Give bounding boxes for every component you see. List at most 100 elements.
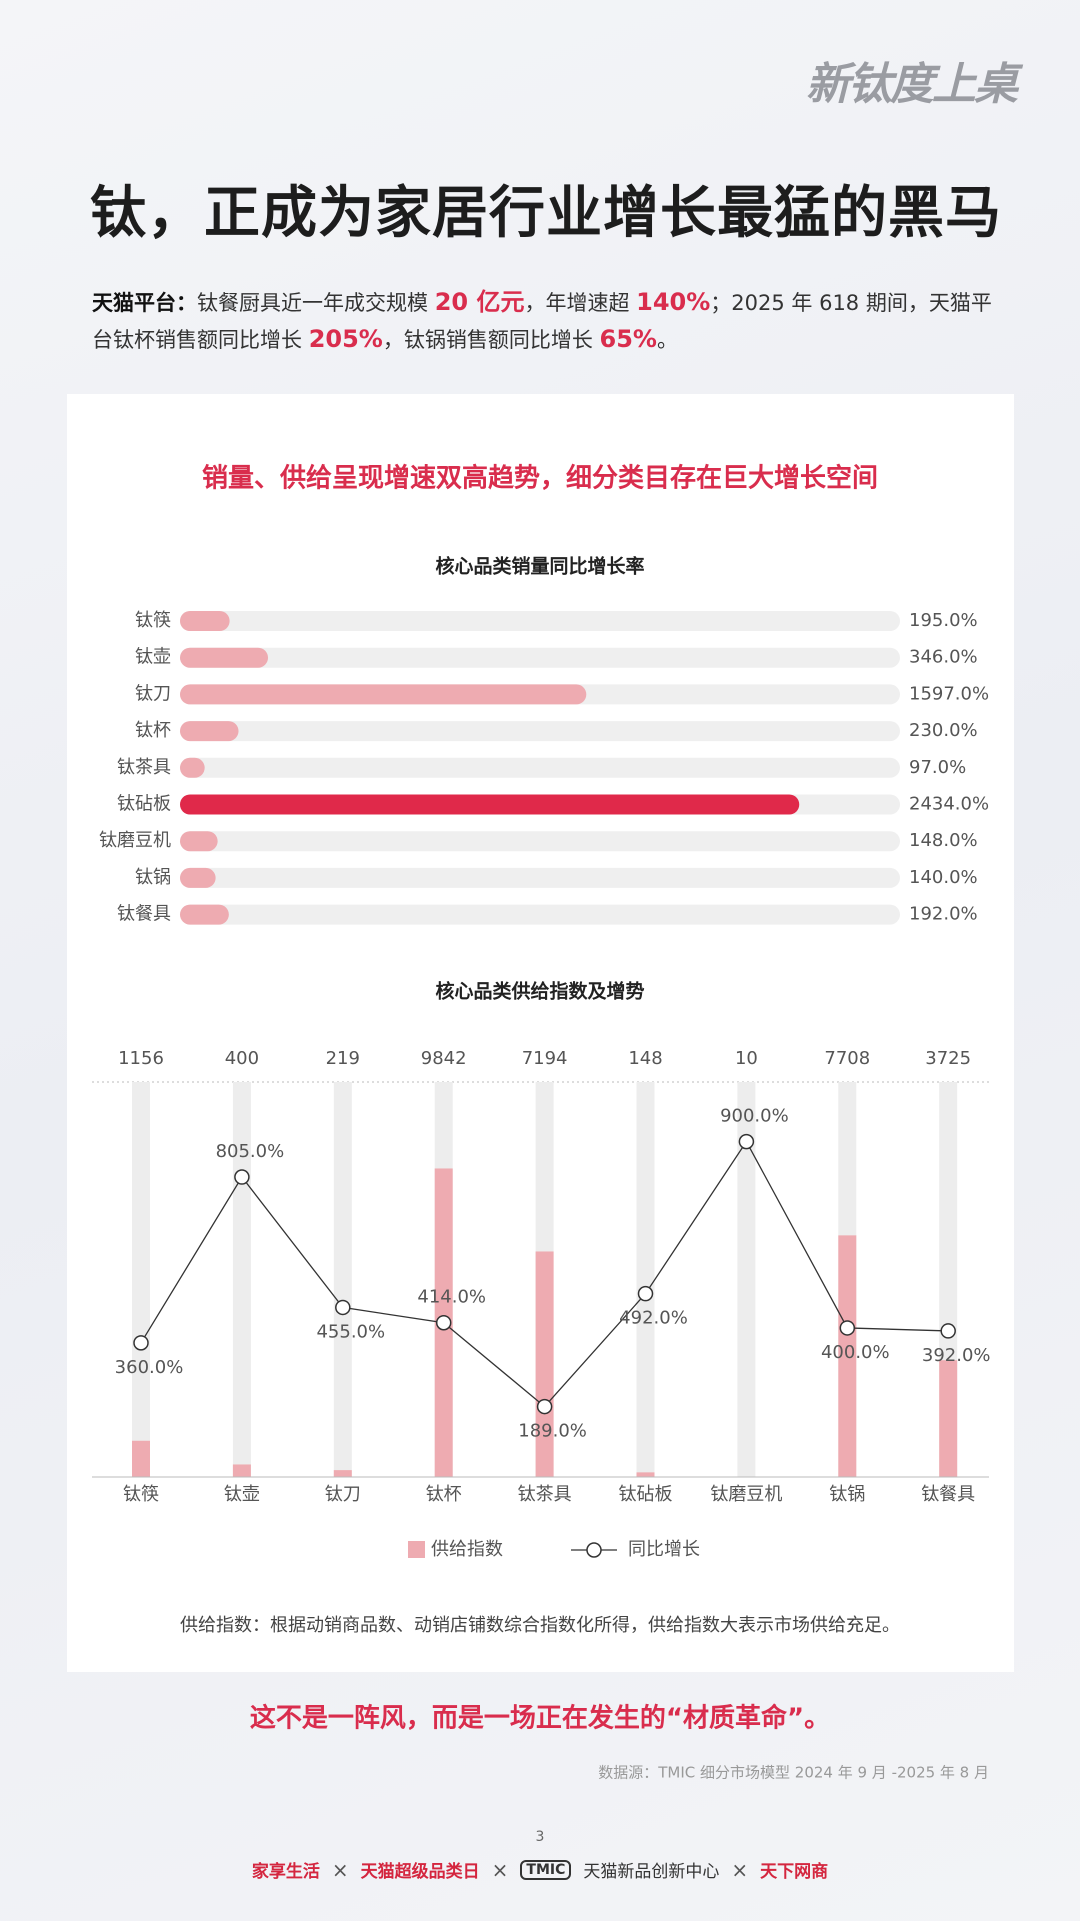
x-tick-label: 钛锅	[829, 1484, 865, 1505]
bar-track	[180, 721, 900, 742]
partner-logo: 家享生活	[251, 1862, 320, 1882]
y-tick-label: 钛砧板	[117, 794, 171, 815]
bar-value-label: 9842	[421, 1048, 467, 1069]
y-tick-label: 钛刀	[135, 683, 171, 704]
legend-swatch	[586, 1542, 602, 1558]
line-point	[335, 1299, 351, 1316]
bar	[180, 831, 218, 852]
partner-logo: 天下网商	[760, 1862, 829, 1882]
bar-value-label: 1156	[118, 1048, 164, 1069]
line-point	[133, 1335, 149, 1351]
line-point	[738, 1133, 755, 1150]
line-value-label: 189.0%	[518, 1421, 587, 1442]
x-tick-label: 钛杯	[426, 1484, 462, 1505]
line-value-label: 400.0%	[821, 1342, 890, 1363]
partner-logo: 天猫超级品类日	[360, 1862, 480, 1882]
value-label: 140.0%	[909, 867, 978, 888]
bar-value-label: 219	[326, 1048, 360, 1069]
intro-segment: 天猫平台：	[92, 291, 197, 315]
bar	[180, 757, 205, 778]
bar	[132, 1440, 150, 1477]
x-tick-label: 钛筷	[123, 1484, 159, 1505]
brand-logo: 新钛度上桌	[806, 59, 1018, 110]
bar-value-label: 7194	[522, 1048, 568, 1069]
bar-value-label: 10	[735, 1048, 758, 1069]
bar	[535, 1251, 554, 1477]
chart-title: 核心品类供给指数及增势	[435, 980, 644, 1003]
bar-value-label: 3725	[925, 1048, 971, 1069]
intro-segment: 。	[656, 328, 678, 352]
x-tick-label: 钛磨豆机	[710, 1484, 782, 1505]
intro-segment: ，钛锅销售额同比增长	[382, 328, 600, 352]
bar-track	[180, 647, 900, 668]
page-number: 3	[536, 1829, 545, 1845]
intro-segment: 钛餐厨具近一年成交规模	[197, 291, 435, 315]
bar-track	[180, 904, 900, 925]
y-tick-label: 钛餐具	[117, 904, 171, 925]
bar-track	[180, 867, 900, 888]
bar	[636, 1472, 655, 1477]
bar	[180, 904, 229, 925]
line-point	[435, 1314, 452, 1331]
bar	[939, 1360, 958, 1477]
bar	[180, 611, 230, 631]
value-label: 2434.0%	[909, 794, 989, 815]
footnote: 供给指数：根据动销商品数、动销店铺数综合指数化所得，供给指数大表示市场供给充足。	[180, 1615, 900, 1636]
x-tick-label: 钛餐具	[921, 1484, 975, 1505]
bar-track	[180, 757, 900, 778]
intro-segment: ；2025 年 618 期间，天猫平台钛杯销售额同比增长	[92, 291, 992, 352]
partner-logo: TMIC	[520, 1859, 572, 1880]
x-tick-label: 钛壶	[224, 1484, 260, 1505]
bar-track	[333, 1082, 352, 1477]
y-tick-label: 钛筷	[135, 610, 171, 631]
intro-segment: 205%	[308, 325, 383, 353]
value-label: 192.0%	[909, 904, 978, 925]
intro-segment: ，年增速超	[524, 291, 637, 315]
x-tick-label: 钛砧板	[619, 1484, 673, 1505]
line-value-label: 392.0%	[922, 1345, 991, 1366]
bar	[333, 1470, 352, 1477]
footer: 家享生活 × 天猫超级品类日 × TMIC 天猫新品创新中心 × 天下网商	[0, 1857, 1080, 1883]
bar	[180, 721, 239, 742]
intro-segment: 140%	[636, 288, 711, 316]
y-tick-label: 钛壶	[135, 647, 171, 668]
value-label: 1597.0%	[909, 683, 989, 704]
y-tick-label: 钛磨豆机	[99, 830, 171, 851]
bar-value-label: 400	[225, 1048, 259, 1069]
bar	[838, 1235, 857, 1477]
bar-track	[636, 1082, 655, 1477]
bar-value-label: 7708	[824, 1048, 870, 1069]
value-label: 230.0%	[909, 720, 978, 741]
x-tick-label: 钛茶具	[518, 1484, 572, 1505]
intro-segment: 65%	[599, 325, 657, 353]
legend-label: 供给指数	[431, 1539, 503, 1560]
line-value-label: 414.0%	[417, 1287, 486, 1308]
bar	[180, 794, 800, 815]
page-title: 钛，正成为家居行业增长最猛的黑马	[90, 181, 1002, 246]
intro-segment: 20 亿元	[434, 288, 525, 316]
bar-track	[132, 1082, 150, 1477]
x-tick-label: 钛刀	[325, 1484, 361, 1505]
legend-swatch	[408, 1541, 425, 1558]
partner-logo: 天猫新品创新中心	[583, 1862, 720, 1882]
bar-track	[180, 831, 900, 852]
bar-value-label: 148	[628, 1048, 662, 1069]
closing-line: 这不是一阵风，而是一场正在发生的“材质革命”。	[250, 1703, 830, 1734]
line-point	[234, 1169, 250, 1185]
line-point	[940, 1323, 956, 1339]
value-label: 148.0%	[909, 830, 978, 851]
y-tick-label: 钛锅	[135, 867, 171, 888]
separator: ×	[331, 1857, 349, 1882]
chart-title: 核心品类销量同比增长率	[435, 555, 644, 578]
bar-track	[737, 1082, 756, 1477]
bar	[180, 647, 269, 668]
separator: ×	[731, 1857, 749, 1882]
line-value-label: 805.0%	[216, 1141, 285, 1162]
intro-paragraph: 天猫平台：钛餐厨具近一年成交规模 20 亿元，年增速超 140%；2025 年 …	[92, 284, 992, 358]
line-value-label: 900.0%	[720, 1106, 789, 1127]
value-label: 97.0%	[909, 757, 966, 778]
bar	[180, 867, 216, 888]
value-label: 195.0%	[909, 610, 978, 631]
bar	[232, 1464, 251, 1477]
